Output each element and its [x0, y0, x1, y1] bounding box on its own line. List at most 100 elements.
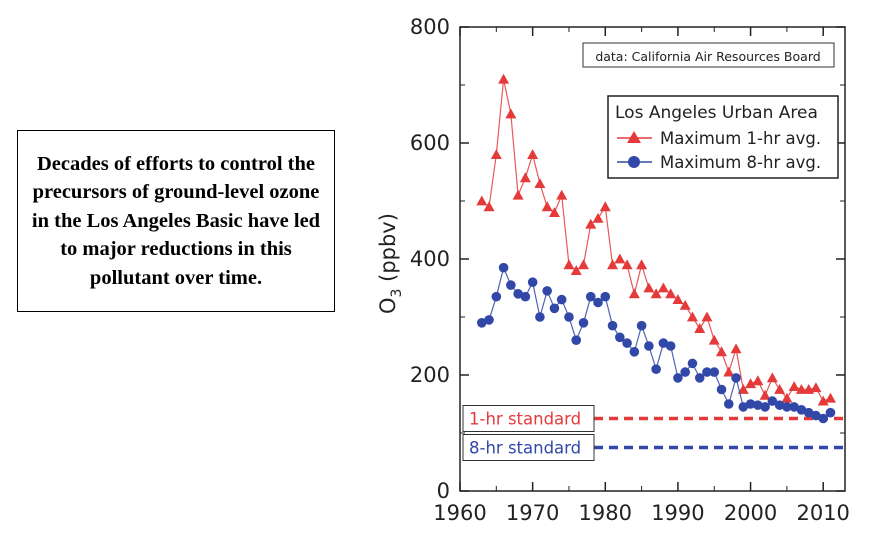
data-point-circle — [745, 399, 756, 409]
data-point-triangle — [592, 212, 604, 223]
data-point-triangle — [745, 378, 757, 389]
y-tick-label: 800 — [410, 15, 450, 39]
data-point-triangle — [752, 375, 764, 386]
data-point-circle — [506, 280, 516, 290]
data-point-triangle — [686, 311, 698, 322]
data-point-triangle — [650, 288, 662, 299]
data-point-triangle — [723, 366, 735, 377]
data-point-circle — [818, 413, 829, 424]
data-point-circle — [694, 373, 705, 383]
standard-label: 8-hr standard — [469, 439, 581, 458]
data-point-circle — [513, 289, 523, 299]
data-point-circle — [644, 341, 654, 351]
data-point-triangle — [476, 195, 488, 206]
data-point-triangle — [483, 201, 495, 212]
data-point-circle — [542, 286, 552, 296]
data-point-circle — [600, 291, 611, 302]
caption-box: Decades of efforts to control the precur… — [17, 130, 335, 312]
data-point-triangle — [774, 384, 786, 394]
data-point-triangle — [817, 395, 829, 406]
data-point-triangle — [512, 189, 524, 200]
x-tick-label: 1960 — [433, 501, 486, 525]
data-point-triangle — [607, 259, 619, 270]
data-point-circle — [651, 364, 661, 375]
x-tick-label: 1980 — [579, 501, 632, 525]
data-point-circle — [665, 341, 676, 351]
data-point-triangle — [759, 389, 771, 400]
data-point-triangle — [556, 189, 568, 200]
data-point-circle — [491, 291, 502, 302]
data-point-triangle — [490, 149, 502, 159]
x-tick-label: 1970 — [506, 501, 559, 525]
data-point-circle — [520, 291, 531, 302]
data-point-triangle — [614, 253, 626, 264]
chart-legend: data: California Air Resources Board Los … — [582, 42, 839, 179]
data-point-triangle — [643, 282, 655, 293]
data-point-circle — [738, 402, 749, 412]
data-point-triangle — [694, 323, 706, 333]
data-point-circle — [636, 320, 647, 331]
data-point-triangle — [577, 259, 589, 270]
data-point-triangle — [621, 259, 633, 270]
y-tick-label: 600 — [410, 131, 450, 155]
data-point-circle — [716, 384, 727, 395]
data-point-triangle — [599, 201, 611, 212]
data-point-circle — [673, 373, 683, 383]
data-point-circle — [607, 320, 618, 331]
data-point-triangle — [548, 207, 560, 217]
data-point-triangle — [788, 381, 800, 391]
y-tick-label: 0 — [437, 479, 450, 503]
data-point-circle — [658, 338, 669, 348]
source-note: data: California Air Resources Board — [595, 49, 820, 64]
data-point-circle — [767, 396, 778, 406]
data-point-triangle — [730, 343, 742, 354]
data-point-triangle — [519, 172, 531, 183]
data-point-circle — [803, 407, 814, 418]
data-point-circle — [498, 262, 509, 273]
data-point-triangle — [824, 392, 836, 403]
data-point-circle — [680, 367, 690, 377]
data-point-circle — [484, 315, 494, 325]
data-point-circle — [564, 312, 574, 322]
chart-series — [476, 73, 836, 424]
standard-label-box — [462, 434, 595, 461]
standard-label: 1-hr standard — [469, 410, 581, 429]
data-point-triangle — [563, 259, 575, 270]
data-point-triangle — [679, 299, 691, 310]
data-point-triangle — [672, 294, 684, 304]
data-point-circle — [731, 373, 741, 383]
legend-marker-circle — [628, 156, 640, 168]
data-point-triangle — [628, 288, 640, 299]
data-point-triangle — [534, 178, 546, 188]
data-point-circle — [723, 399, 734, 409]
data-point-circle — [709, 367, 720, 377]
data-point-circle — [811, 410, 821, 421]
data-point-triangle — [505, 108, 517, 119]
data-point-triangle — [570, 265, 582, 275]
chart-axes: 0 200 400 600 800 1960 1970 1980 1990 2000 2010 O3 … — [376, 15, 850, 525]
legend-box — [607, 95, 839, 179]
data-point-triangle — [541, 201, 553, 212]
x-tick-label: 1990 — [651, 501, 704, 525]
data-point-triangle — [716, 346, 728, 357]
x-tick-label: 2010 — [796, 501, 849, 525]
data-point-circle — [571, 335, 582, 346]
data-point-circle — [796, 405, 807, 415]
legend-label: Maximum 1-hr avg. — [660, 129, 821, 148]
data-point-circle — [535, 312, 545, 322]
data-point-circle — [629, 347, 640, 357]
data-point-triangle — [665, 288, 677, 299]
data-point-triangle — [737, 384, 749, 394]
data-point-circle — [760, 402, 770, 412]
data-point-triangle — [585, 218, 597, 229]
data-point-circle — [527, 277, 538, 288]
data-point-circle — [476, 318, 487, 328]
data-point-circle — [622, 338, 632, 348]
data-point-triangle — [701, 311, 713, 322]
y-tick-label: 400 — [410, 247, 450, 271]
source-note-box — [582, 42, 835, 68]
data-point-circle — [753, 400, 763, 410]
y-axis-label: O3 (ppbv) — [376, 213, 405, 314]
legend-title: Los Angeles Urban Area — [615, 103, 818, 123]
